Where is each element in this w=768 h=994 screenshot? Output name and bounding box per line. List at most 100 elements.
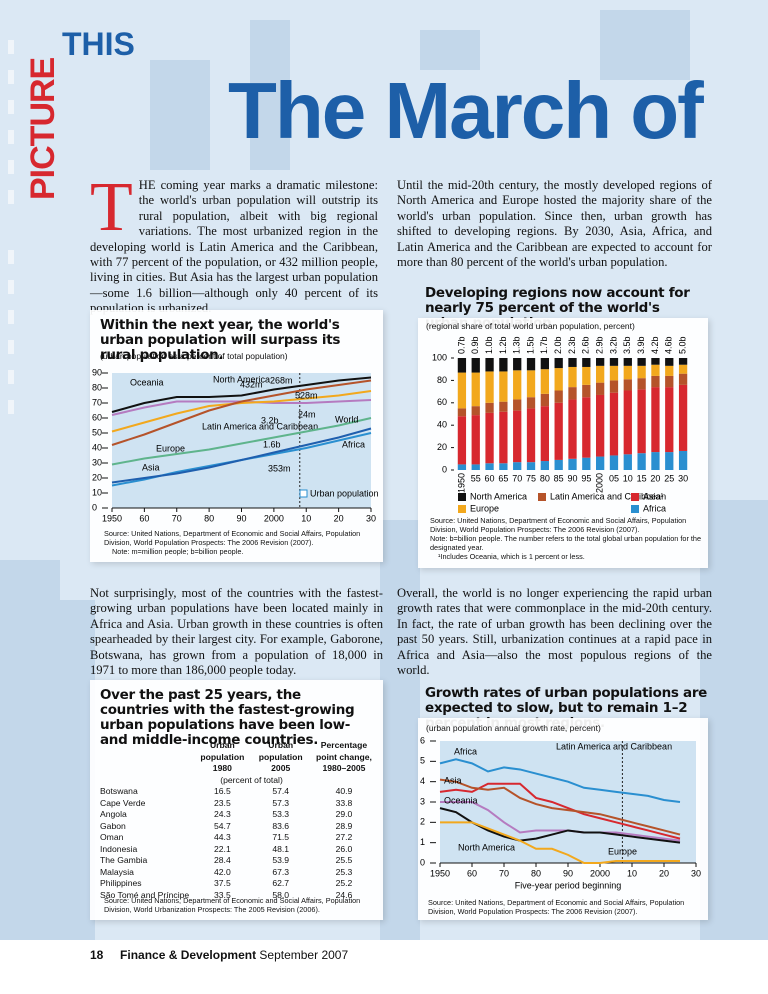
x-tick-label: 10 — [301, 513, 311, 523]
x-tick-label: 15 — [637, 473, 647, 483]
table-box: Over the past 25 years, the countries wi… — [90, 680, 383, 920]
table-row: Angola 24.3 53.3 29.0 — [96, 809, 378, 821]
bar-segment — [485, 358, 494, 372]
bar-total-label: 4.6b — [664, 336, 674, 354]
series-label: Africa — [454, 746, 477, 756]
table-cell: 67.3 — [272, 866, 290, 877]
chart-box: Within the next year, the world's urban … — [90, 310, 383, 562]
annotation: 268m — [270, 375, 293, 385]
row-label: Angola — [100, 809, 127, 819]
table-cell: 58.0 — [272, 889, 290, 900]
table-cell: 42.0 — [214, 866, 231, 877]
line-series — [440, 801, 681, 842]
bar-segment — [651, 387, 660, 453]
bar-total-label: 2.0b — [553, 336, 563, 354]
annotation: 1.6b — [263, 439, 281, 449]
line-series — [439, 758, 681, 803]
table-cell: 16.5 — [214, 786, 231, 796]
chart-box: (regional share of total world urban pop… — [418, 318, 708, 568]
legend-label: Africa — [643, 503, 666, 513]
bar-segment — [499, 411, 508, 464]
legend-label: North America — [470, 491, 527, 501]
series-label: Asia — [142, 462, 160, 472]
y-tick-label: 90 — [92, 367, 102, 377]
table-cell: 53.9 — [272, 855, 290, 865]
line-series — [111, 427, 372, 484]
y-tick-label: 6 — [420, 735, 425, 745]
chart: 0 20 40 60 80 100 0.7b 1950 0.9b 55 1.0b 60 1.2b 65 1.… — [432, 336, 688, 513]
bar-segment — [526, 370, 536, 398]
annotation: 24m — [298, 409, 316, 419]
bar-segment — [540, 369, 549, 394]
section-label: PICTURE — [24, 57, 62, 200]
y-tick-label: 20 — [437, 442, 447, 452]
plot-area — [440, 741, 696, 863]
bar-segment — [457, 358, 467, 373]
bar-segment — [499, 358, 508, 372]
bar-total-label: 2.9b — [595, 336, 605, 354]
series-label: North America — [213, 374, 270, 384]
bar-segment — [623, 358, 632, 366]
table-cell: 40.9 — [335, 786, 353, 796]
bar-segment — [582, 358, 591, 367]
legend-swatch — [631, 505, 639, 513]
table-row: The Gambia 28.4 53.9 25.5 — [96, 855, 378, 867]
chart: 0 10 20 30 40 50 60 70 80 90 1950 60 70 80 90 2000 10 20 3… — [92, 367, 379, 523]
bar-segment — [540, 461, 549, 470]
x-tick-label: 70 — [512, 473, 522, 483]
legend-swatch — [631, 493, 639, 501]
x-tick-label: 10 — [627, 868, 637, 878]
bar-segment — [568, 387, 577, 400]
x-tick-label: 20 — [659, 868, 669, 878]
bar-segment — [623, 365, 632, 380]
bar-segment — [485, 463, 494, 470]
table-cell: 33.8 — [335, 797, 353, 808]
bar-total-label: 1.3b — [512, 336, 522, 354]
bar-segment — [596, 365, 605, 383]
footer: 18 Finance & Development September 2007 — [90, 948, 348, 962]
table-cell: 22.1 — [214, 843, 231, 854]
bar-total-label: 2.6b — [581, 336, 591, 354]
y-tick-label: 0 — [92, 502, 97, 512]
chart-note: Note: m=million people; b=billion people… — [112, 547, 244, 556]
table-cell: 28.4 — [214, 855, 231, 865]
paragraph-text: HE coming year marks a dramatic mileston… — [90, 178, 378, 316]
x-tick-label: 80 — [540, 473, 550, 483]
row-label: Philippines — [100, 878, 142, 888]
table-cell: 25.2 — [335, 878, 353, 888]
line-series — [111, 390, 372, 433]
y-tick-label: 1 — [420, 837, 425, 847]
bar-total-label: 1.2b — [498, 336, 508, 354]
bar-total-label: 3.5b — [622, 336, 632, 354]
legend-swatch — [299, 489, 308, 498]
table-cell: 54.7 — [214, 820, 231, 831]
bar-segment — [678, 358, 688, 365]
y-tick-label: 5 — [420, 756, 425, 766]
table-cell: 33.5 — [214, 889, 231, 900]
x-axis-label: Five-year period beginning — [515, 880, 622, 890]
page-number: 18 — [90, 948, 104, 962]
table-cell: 26.0 — [335, 843, 353, 854]
table-cell: 62.7 — [272, 878, 290, 888]
bar-segment — [499, 401, 508, 412]
bar-segment — [651, 375, 660, 388]
y-tick-label: 60 — [437, 397, 447, 407]
table-cell: 24.6 — [335, 889, 353, 900]
bar-segment — [568, 366, 577, 388]
table-row: Malaysia 42.0 67.3 25.3 — [96, 867, 378, 879]
bar-segment — [623, 379, 632, 391]
bar-segment — [499, 463, 508, 470]
x-tick-label: 80 — [204, 513, 214, 523]
series-label: Europe — [608, 846, 637, 856]
column-header: Urban population 1980 — [200, 740, 245, 773]
x-tick-label: 20 — [650, 473, 660, 483]
y-tick-label: 2 — [420, 817, 425, 827]
chart-source: Source: United Nations, Department of Ec… — [104, 529, 361, 548]
table-title: Over the past 25 years, the countries wi… — [100, 687, 355, 748]
bar-total-label: 4.2b — [650, 336, 660, 354]
table-row: Indonesia 22.1 48.1 26.0 — [96, 844, 378, 856]
line-series — [111, 417, 372, 466]
bar-segment — [485, 371, 494, 403]
table-row: São Tomé and Príncipe 33.5 58.0 24.6 — [96, 890, 378, 902]
table-cell: 24.3 — [214, 809, 231, 819]
